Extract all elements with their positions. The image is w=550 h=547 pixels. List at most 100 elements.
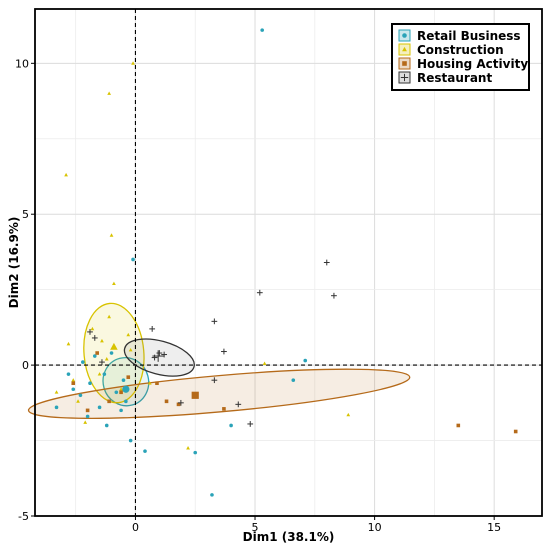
axis-ticks: 0 5 10 15 -5 0 5 10 <box>15 57 501 534</box>
legend-marker-2 <box>402 61 407 66</box>
point-s0-18 <box>114 390 119 395</box>
point-s0-4 <box>229 423 233 428</box>
point-s3-15 <box>99 359 105 365</box>
point-s0-10 <box>104 423 109 428</box>
point-s1-2 <box>64 172 68 177</box>
point-s3-12 <box>161 351 168 358</box>
point-s2-7 <box>71 381 76 386</box>
y-axis-title: Dim2 (16.9%) <box>7 217 21 309</box>
point-s1-21 <box>71 378 76 382</box>
legend-marker-0 <box>402 33 407 38</box>
x-axis-title: Dim1 (38.1%) <box>243 530 335 544</box>
point-s1-19 <box>128 347 133 352</box>
confidence-ellipses <box>27 302 411 419</box>
point-s3-1 <box>331 292 337 299</box>
point-s0-20 <box>88 381 92 386</box>
point-s0-11 <box>97 405 102 410</box>
point-s0-2 <box>303 358 308 363</box>
point-s3-2 <box>256 289 263 296</box>
point-s1-20 <box>147 381 152 385</box>
point-s2-5 <box>126 375 131 379</box>
point-s2-9 <box>85 408 90 413</box>
point-s1-8 <box>186 446 190 450</box>
legend-marker-1 <box>402 46 407 52</box>
point-s0-17 <box>102 372 107 376</box>
point-s0-22 <box>109 351 114 355</box>
point-s0-3 <box>291 378 296 382</box>
point-s0-0 <box>260 28 264 32</box>
point-s2-11 <box>95 351 99 355</box>
group-mean-0 <box>122 385 130 393</box>
point-s3-14 <box>91 335 98 341</box>
point-s2-0 <box>456 423 461 428</box>
point-s0-14 <box>54 405 59 410</box>
point-s3-3 <box>211 318 218 325</box>
point-s3-4 <box>221 348 227 355</box>
point-s0-19 <box>124 399 128 404</box>
point-s0-21 <box>71 387 76 392</box>
legend-box <box>391 23 530 91</box>
point-s0-23 <box>121 378 126 382</box>
y-tick-label: 5 <box>22 208 29 221</box>
group-mean-2 <box>191 391 199 399</box>
point-s1-16 <box>119 387 123 391</box>
ellipse-0 <box>102 357 150 407</box>
point-s1-6 <box>346 412 351 417</box>
point-s0-5 <box>210 493 214 497</box>
point-s1-9 <box>66 341 71 346</box>
point-s2-4 <box>176 402 181 407</box>
data-points <box>54 28 518 497</box>
point-s2-3 <box>164 399 169 404</box>
point-s0-9 <box>119 408 123 413</box>
legend-label-0: Retail Business <box>417 29 521 43</box>
point-s0-6 <box>193 450 198 455</box>
plot-frame <box>34 8 543 517</box>
point-s0-12 <box>85 414 90 419</box>
point-s0-8 <box>128 438 133 443</box>
point-s1-13 <box>126 332 131 337</box>
point-s3-8 <box>178 399 184 406</box>
point-s1-4 <box>112 281 116 285</box>
point-s0-1 <box>131 257 135 262</box>
ellipse-2 <box>27 368 411 419</box>
x-tick-label: 10 <box>368 521 382 534</box>
y-tick-label: 0 <box>22 359 29 372</box>
point-s3-0 <box>323 259 330 266</box>
point-s3-6 <box>235 401 242 408</box>
y-tick-label: 10 <box>15 57 29 70</box>
x-tick-label: 15 <box>487 521 501 534</box>
legend-label-2: Housing Activity <box>417 57 528 71</box>
point-s2-1 <box>513 429 518 434</box>
point-s2-10 <box>155 381 159 386</box>
point-s3-5 <box>211 377 218 384</box>
point-s1-14 <box>90 326 95 331</box>
group-mean-3 <box>152 350 164 362</box>
point-s2-8 <box>119 390 123 395</box>
point-s3-10 <box>156 350 163 356</box>
point-s1-15 <box>100 338 104 343</box>
point-s0-13 <box>78 393 83 398</box>
point-s0-7 <box>143 449 147 453</box>
point-s0-15 <box>66 372 71 376</box>
point-s1-10 <box>97 372 102 376</box>
point-s1-0 <box>131 61 135 65</box>
point-s2-2 <box>222 407 226 411</box>
legend-marker-3 <box>400 73 409 82</box>
group-mean-1 <box>110 342 118 350</box>
point-s1-11 <box>83 420 88 424</box>
y-tick-label: -5 <box>18 510 29 523</box>
point-s0-24 <box>81 360 85 364</box>
point-s1-18 <box>104 357 109 361</box>
point-s1-5 <box>107 314 112 319</box>
point-s3-7 <box>247 421 254 427</box>
point-s2-6 <box>107 399 111 404</box>
point-s3-9 <box>149 326 156 332</box>
reference-lines <box>35 9 542 516</box>
point-s0-16 <box>92 354 97 358</box>
legend-label-3: Restaurant <box>417 71 492 85</box>
point-s1-1 <box>107 91 112 95</box>
ellipse-3 <box>123 338 195 377</box>
point-s1-3 <box>109 233 114 237</box>
